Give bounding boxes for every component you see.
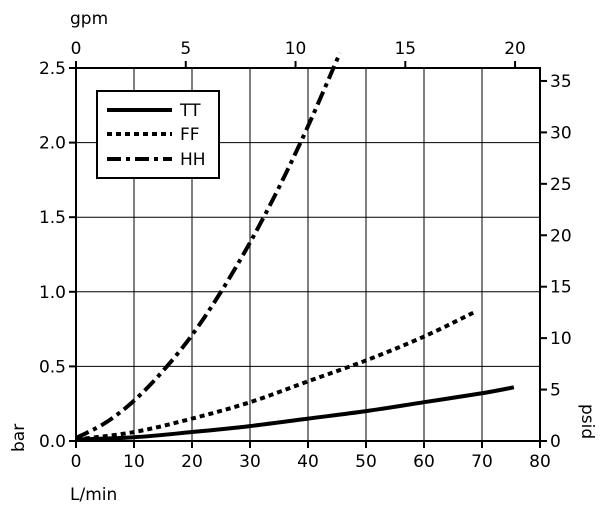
y2-tick-label: 20 [550,226,572,246]
axis-ticks [69,61,547,448]
series-layer [75,52,515,442]
y2-tick-label: 30 [550,123,572,143]
x-tick-label: 70 [471,452,493,472]
y2-axis-title: psid [577,404,597,439]
x2-axis-title: gpm [70,9,108,29]
y2-tick-label: 15 [550,278,572,298]
y2-tick-label: 5 [550,381,561,401]
y-tick-label: 1.5 [39,208,66,228]
y2-tick-label: 35 [550,72,572,92]
tick-labels: 0 10 20 30 40 50 60 70 800.00.51.01.52.02.50 5 10 1… [39,39,572,472]
y-axis-title: bar [9,424,29,452]
x2-tick-label: 10 [285,39,307,59]
y2-tick-label: 0 [550,432,561,452]
y2-tick-label: 25 [550,175,572,195]
series-line-ff [75,310,475,442]
x2-tick-label: 15 [394,39,416,59]
x-tick-label: 80 [529,452,551,472]
x-tick-label: 10 [123,452,145,472]
x2-tick-label: 20 [504,39,526,59]
y-tick-label: 2.5 [39,59,66,79]
x2-tick-label: 5 [180,39,191,59]
x2-tick-label: 0 [71,39,82,59]
y2-tick-label: 10 [550,329,572,349]
y-tick-label: 1.0 [39,283,66,303]
legend-label-hh: HH [180,150,206,170]
y-tick-label: 0.5 [39,357,66,377]
x-tick-label: 60 [413,452,435,472]
series-line-tt [75,385,515,442]
x-tick-label: 30 [239,452,261,472]
legend-label-ff: FF [180,125,200,145]
legend-label-tt: TT [179,101,201,121]
legend: TT FF HH [96,90,220,179]
series-line-hh [75,52,342,440]
x-tick-label: 50 [355,452,377,472]
x-tick-label: 40 [297,452,319,472]
y-tick-label: 0.0 [39,432,66,452]
x-tick-label: 0 [71,452,82,472]
x-axis-title: L/min [70,485,117,505]
x-tick-label: 20 [181,452,203,472]
y-tick-label: 2.0 [39,134,66,154]
